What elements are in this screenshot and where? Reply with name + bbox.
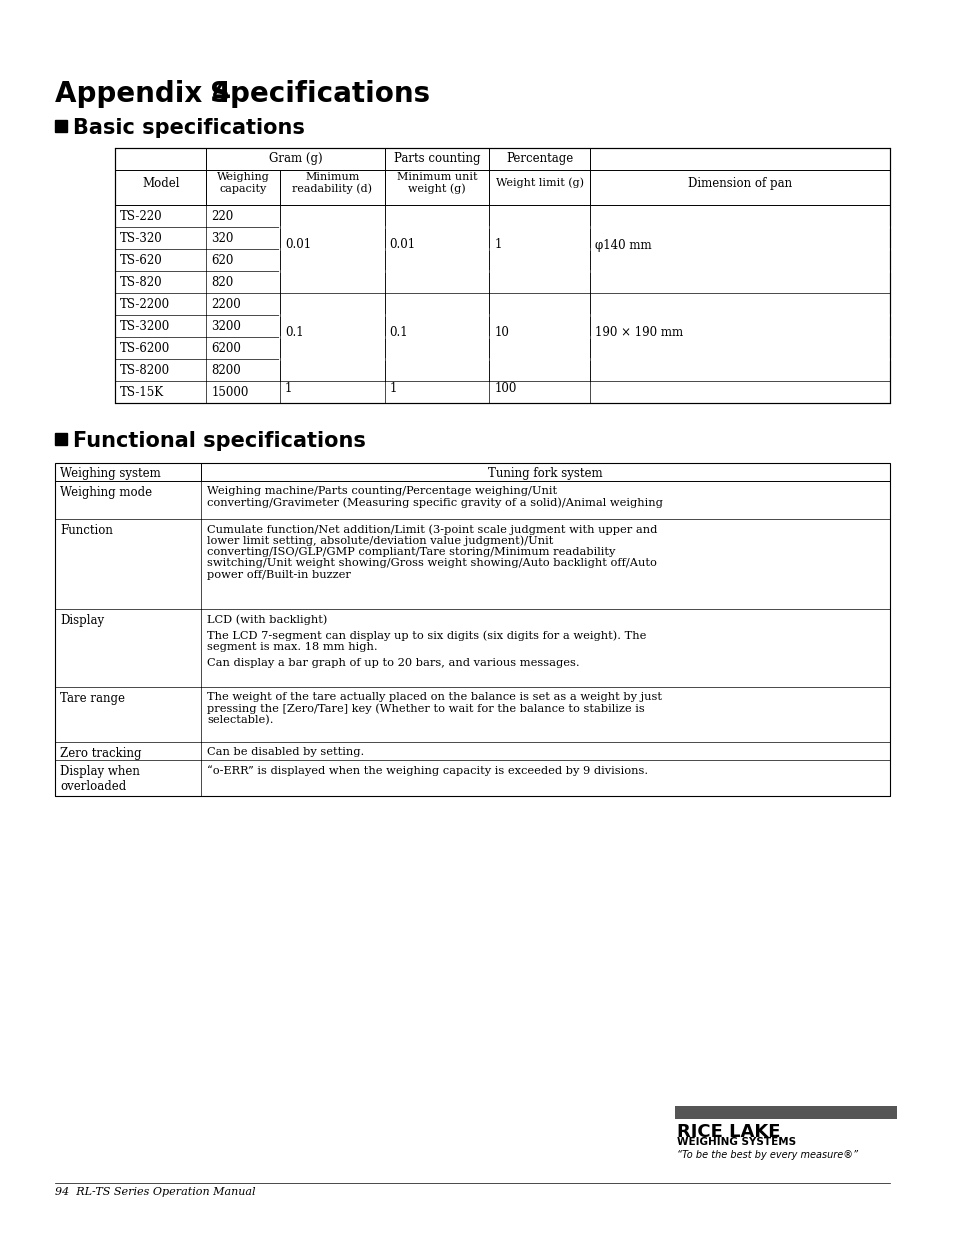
Text: Can be disabled by setting.: Can be disabled by setting. — [207, 747, 364, 757]
Text: Minimum
readability (d): Minimum readability (d) — [292, 172, 372, 194]
Text: 220: 220 — [212, 210, 233, 224]
Text: Weight limit (g): Weight limit (g) — [496, 177, 583, 188]
Text: 1: 1 — [389, 382, 396, 394]
Text: Display: Display — [60, 614, 104, 627]
Text: RICE LAKE: RICE LAKE — [677, 1123, 780, 1141]
Text: 100: 100 — [494, 382, 517, 394]
Text: 8200: 8200 — [212, 364, 241, 377]
Text: 820: 820 — [212, 275, 233, 289]
Text: The LCD 7-segment can display up to six digits (six digits for a weight). The: The LCD 7-segment can display up to six … — [207, 631, 646, 641]
Text: selectable).: selectable). — [207, 715, 274, 725]
Text: converting/ISO/GLP/GMP compliant/Tare storing/Minimum readability: converting/ISO/GLP/GMP compliant/Tare st… — [207, 547, 615, 557]
Text: Functional specifications: Functional specifications — [73, 431, 366, 451]
Text: 0.01: 0.01 — [285, 238, 311, 252]
Text: 6200: 6200 — [212, 342, 241, 354]
Text: φ140 mm: φ140 mm — [595, 238, 651, 252]
Text: Appendix 4: Appendix 4 — [55, 80, 231, 107]
Bar — [55, 433, 67, 445]
Text: TS-320: TS-320 — [120, 232, 163, 245]
Text: Weighing system: Weighing system — [60, 467, 161, 480]
Text: TS-3200: TS-3200 — [120, 320, 170, 333]
Text: 0.01: 0.01 — [389, 238, 416, 252]
Text: TS-620: TS-620 — [120, 254, 163, 267]
Text: 94  RL-TS Series Operation Manual: 94 RL-TS Series Operation Manual — [55, 1187, 255, 1197]
Bar — [675, 1107, 896, 1119]
Text: Gram (g): Gram (g) — [269, 152, 322, 165]
Text: The weight of the tare actually placed on the balance is set as a weight by just: The weight of the tare actually placed o… — [207, 692, 661, 701]
Text: Minimum unit
weight (g): Minimum unit weight (g) — [396, 172, 476, 194]
Text: LCD (with backlight): LCD (with backlight) — [207, 614, 327, 625]
Text: Weighing
capacity: Weighing capacity — [216, 172, 270, 194]
Text: Percentage: Percentage — [505, 152, 573, 165]
Text: Zero tracking: Zero tracking — [60, 747, 141, 760]
Text: Weighing machine/Parts counting/Percentage weighing/Unit: Weighing machine/Parts counting/Percenta… — [207, 487, 557, 496]
Text: TS-15K: TS-15K — [120, 387, 164, 399]
Text: Specifications: Specifications — [210, 80, 430, 107]
Text: Dimension of pan: Dimension of pan — [687, 177, 791, 190]
Text: 1: 1 — [494, 238, 501, 252]
Text: pressing the [Zero/Tare] key (Whether to wait for the balance to stabilize is: pressing the [Zero/Tare] key (Whether to… — [207, 704, 644, 714]
Text: TS-820: TS-820 — [120, 275, 162, 289]
Bar — [55, 463, 889, 797]
Text: switching/Unit weight showing/Gross weight showing/Auto backlight off/Auto: switching/Unit weight showing/Gross weig… — [207, 558, 657, 568]
Text: TS-8200: TS-8200 — [120, 364, 170, 377]
Text: Weighing mode: Weighing mode — [60, 487, 152, 499]
Text: 0.1: 0.1 — [389, 326, 408, 340]
Text: power off/Built-in buzzer: power off/Built-in buzzer — [207, 571, 351, 580]
Text: Function: Function — [60, 524, 112, 537]
Text: 0.1: 0.1 — [285, 326, 303, 340]
Text: “To be the best by every measure®”: “To be the best by every measure®” — [677, 1150, 857, 1160]
Text: 15000: 15000 — [212, 387, 249, 399]
Text: 320: 320 — [212, 232, 233, 245]
Text: 190 × 190 mm: 190 × 190 mm — [595, 326, 682, 340]
Text: TS-220: TS-220 — [120, 210, 162, 224]
Text: Parts counting: Parts counting — [394, 152, 479, 165]
Text: Model: Model — [142, 177, 179, 190]
Text: 10: 10 — [494, 326, 509, 340]
Text: “o-ERR” is displayed when the weighing capacity is exceeded by 9 divisions.: “o-ERR” is displayed when the weighing c… — [207, 764, 648, 776]
Text: 2200: 2200 — [212, 298, 241, 311]
Bar — [55, 120, 67, 132]
Text: 1: 1 — [285, 382, 293, 394]
Text: Can display a bar graph of up to 20 bars, and various messages.: Can display a bar graph of up to 20 bars… — [207, 658, 579, 668]
Text: 3200: 3200 — [212, 320, 241, 333]
Text: WEIGHING SYSTEMS: WEIGHING SYSTEMS — [677, 1137, 796, 1147]
Text: Tare range: Tare range — [60, 692, 125, 705]
Text: Display when
overloaded: Display when overloaded — [60, 764, 140, 793]
Text: Cumulate function/Net addition/Limit (3-point scale judgment with upper and: Cumulate function/Net addition/Limit (3-… — [207, 524, 657, 535]
Text: Tuning fork system: Tuning fork system — [488, 467, 602, 480]
Text: segment is max. 18 mm high.: segment is max. 18 mm high. — [207, 642, 377, 652]
Text: lower limit setting, absolute/deviation value judgment)/Unit: lower limit setting, absolute/deviation … — [207, 536, 553, 546]
Text: converting/Gravimeter (Measuring specific gravity of a solid)/Animal weighing: converting/Gravimeter (Measuring specifi… — [207, 498, 662, 508]
Text: TS-6200: TS-6200 — [120, 342, 170, 354]
Bar — [115, 148, 889, 403]
Text: 620: 620 — [212, 254, 233, 267]
Text: Basic specifications: Basic specifications — [73, 119, 305, 138]
Text: TS-2200: TS-2200 — [120, 298, 170, 311]
